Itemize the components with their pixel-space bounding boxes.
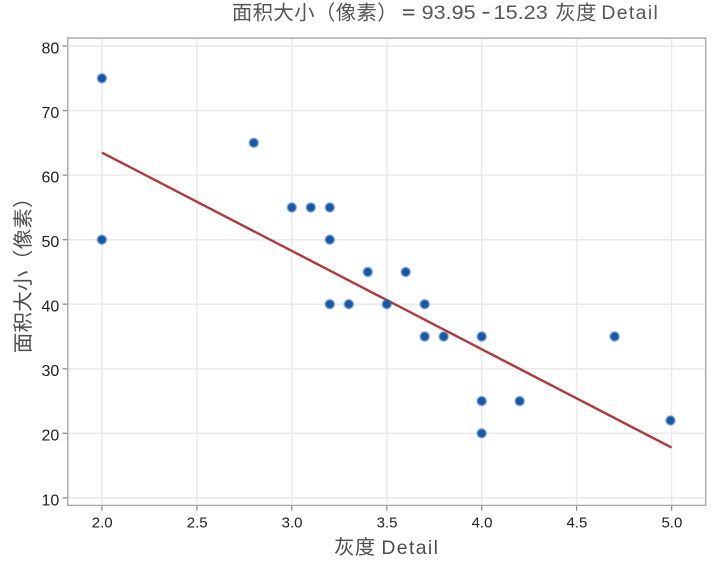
svg-text:4.5: 4.5 <box>566 515 587 532</box>
svg-text:5.0: 5.0 <box>661 515 682 532</box>
svg-text:Detail: Detail <box>381 537 438 559</box>
svg-text:50: 50 <box>42 234 60 251</box>
svg-text:3.0: 3.0 <box>282 515 303 532</box>
svg-text:3.5: 3.5 <box>377 515 398 532</box>
svg-text:70: 70 <box>42 105 60 122</box>
svg-text:60: 60 <box>42 170 60 187</box>
svg-text:40: 40 <box>42 299 60 316</box>
svg-text:20: 20 <box>42 428 60 445</box>
svg-text:80: 80 <box>42 40 60 57</box>
svg-text:10: 10 <box>42 492 60 509</box>
svg-text:4.0: 4.0 <box>472 515 493 532</box>
svg-text:93.95: 93.95 <box>422 2 476 24</box>
svg-text:15.23: 15.23 <box>494 2 548 24</box>
svg-text:30: 30 <box>42 363 60 380</box>
svg-text:2.0: 2.0 <box>92 515 113 532</box>
svg-text:Detail: Detail <box>601 2 658 24</box>
svg-text:2.5: 2.5 <box>187 515 208 532</box>
